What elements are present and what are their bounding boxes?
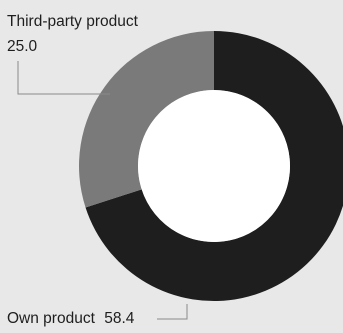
leader-line-own-product [157, 304, 188, 320]
slice-value-own-product: 58.4 [104, 310, 135, 327]
slice-label-third-party: Third-party product [7, 13, 139, 30]
donut-slices [78, 31, 343, 301]
donut-hole [138, 90, 290, 242]
leader-line-third-party [17, 61, 110, 95]
slice-label-own-product-name: Own product [7, 310, 96, 327]
slice-value-third-party: 25.0 [7, 38, 38, 55]
slice-label-own-product: Own product 58.4 [7, 310, 135, 327]
slice-own-product [85, 31, 343, 301]
slice-third-party-product [78, 31, 214, 208]
